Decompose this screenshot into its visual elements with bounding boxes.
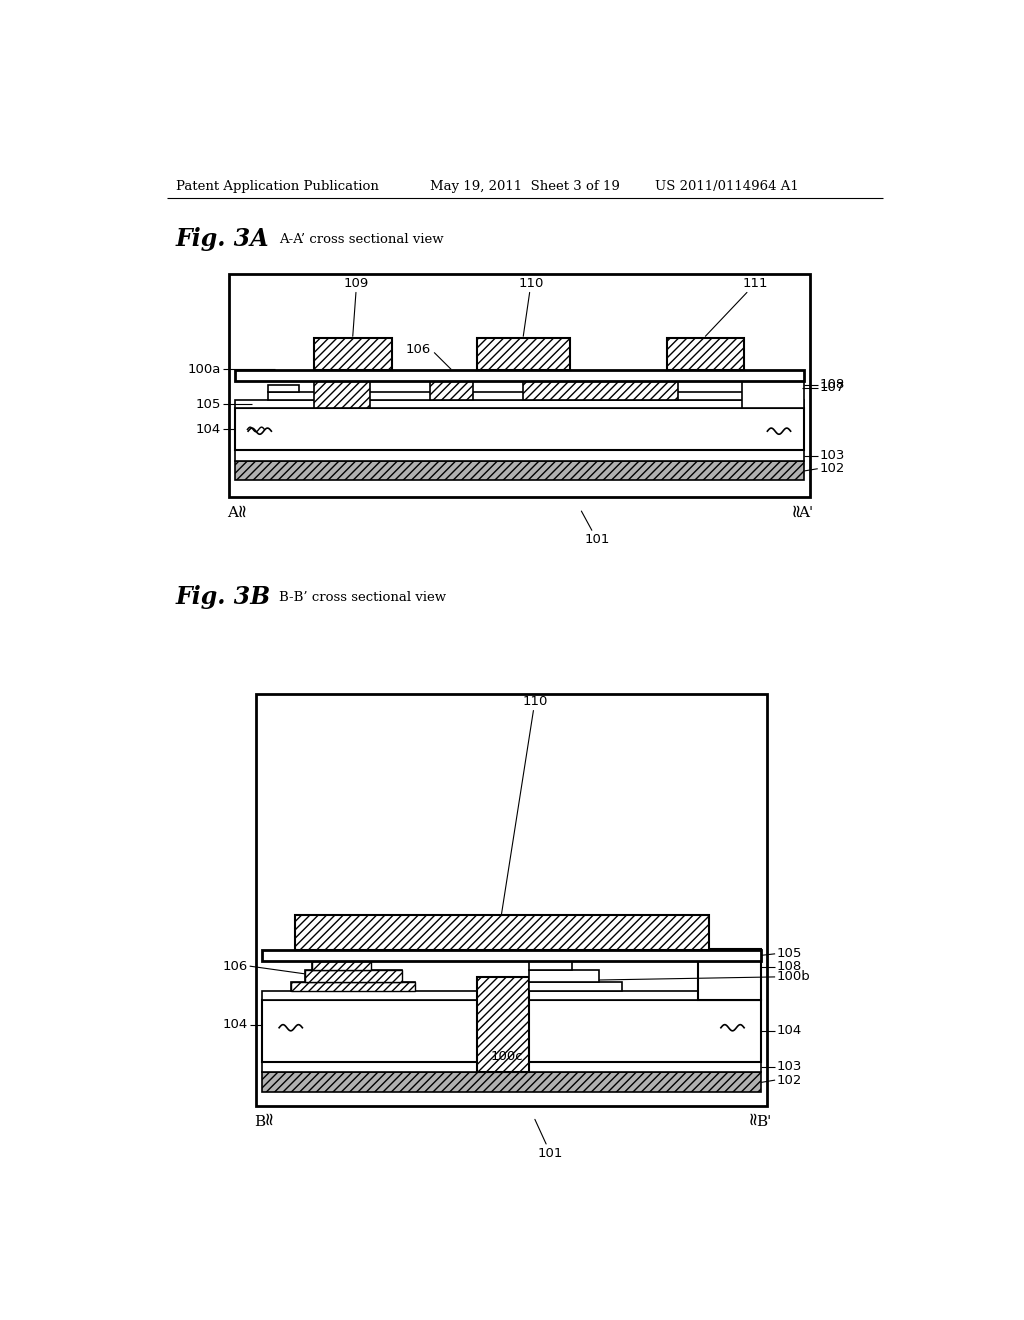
Bar [697,949,761,1001]
Text: ≈: ≈ [744,1110,763,1126]
Bar [430,371,473,400]
Bar [262,950,761,961]
Text: ≈: ≈ [787,502,805,517]
Bar [741,378,804,408]
Text: 111: 111 [706,277,768,337]
Text: A': A' [799,506,814,520]
Text: May 19, 2011  Sheet 3 of 19: May 19, 2011 Sheet 3 of 19 [430,181,621,194]
Text: B': B' [756,1115,771,1130]
Bar [312,961,371,970]
Text: 107: 107 [819,381,845,395]
Bar [305,970,401,982]
Text: US 2011/0114964 A1: US 2011/0114964 A1 [655,181,799,194]
Text: B: B [254,1115,265,1130]
Text: 105: 105 [776,948,802,961]
Bar [667,338,744,370]
Bar [529,982,623,991]
Text: 101: 101 [582,511,609,546]
Text: Fig. 3A: Fig. 3A [176,227,269,251]
Text: 100c: 100c [490,1051,523,1064]
Bar [234,370,804,381]
Text: ≈: ≈ [233,502,252,517]
Bar [234,450,804,461]
Text: 108: 108 [776,961,802,973]
Text: B-B’ cross sectional view: B-B’ cross sectional view [280,591,446,603]
Bar [234,461,804,480]
Text: 106: 106 [223,960,248,973]
Text: 104: 104 [776,1024,802,1038]
Bar [262,1001,761,1061]
Text: 104: 104 [223,1018,248,1031]
Bar [234,408,804,450]
Bar [291,982,415,991]
Bar [267,385,299,392]
Text: 100b: 100b [776,970,810,983]
Bar [312,961,371,970]
Text: A-A’ cross sectional view: A-A’ cross sectional view [280,232,443,246]
Text: 108: 108 [819,379,845,391]
Text: Fig. 3B: Fig. 3B [176,585,271,610]
Text: 105: 105 [196,397,221,411]
Bar [256,693,767,1106]
Text: 102: 102 [776,1073,802,1086]
Text: ≈: ≈ [261,1110,279,1126]
Text: 104: 104 [196,422,221,436]
Bar [529,970,599,982]
Text: 102: 102 [819,462,845,475]
Bar [314,342,370,408]
Bar [262,1072,761,1092]
Bar [228,275,810,498]
Bar [477,977,529,1072]
Text: 103: 103 [819,449,845,462]
Bar [314,338,391,370]
Bar [291,982,415,991]
Bar [262,1061,761,1072]
Bar [529,961,572,970]
Text: 106: 106 [406,343,431,356]
Bar [295,915,710,950]
Text: 100a: 100a [187,363,221,376]
Bar [267,392,748,400]
Bar [305,970,401,982]
Bar [523,376,678,400]
Bar [234,400,804,408]
Text: Patent Application Publication: Patent Application Publication [176,181,379,194]
Text: 103: 103 [776,1060,802,1073]
Text: 101: 101 [535,1119,563,1160]
Text: 109: 109 [344,277,370,337]
Text: A: A [227,506,239,520]
Text: 110: 110 [502,694,548,913]
Bar [477,338,569,370]
Text: 110: 110 [518,277,544,337]
Bar [262,991,761,1001]
